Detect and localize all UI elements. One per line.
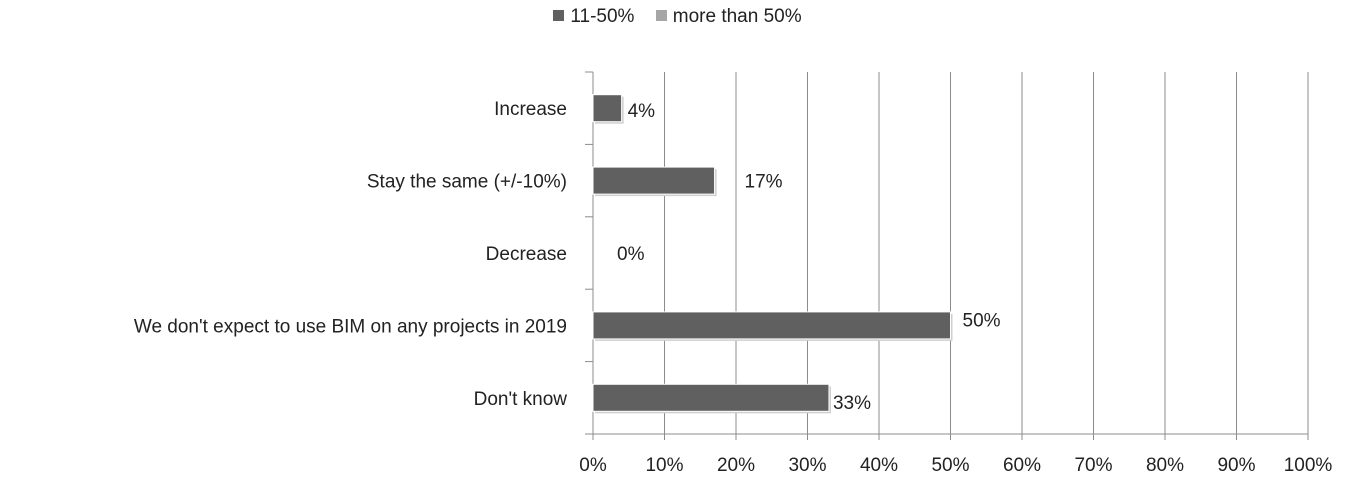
category-label: Decrease xyxy=(486,244,567,265)
x-tick-label: 50% xyxy=(931,455,969,476)
x-tick-label: 40% xyxy=(860,455,898,476)
legend: 11-50% more than 50% xyxy=(0,6,1355,28)
legend-label-series-1: 11-50% xyxy=(570,6,635,27)
category-label: Increase xyxy=(494,99,567,120)
x-tick-label: 10% xyxy=(645,455,683,476)
bar xyxy=(592,94,623,123)
data-label: 50% xyxy=(963,310,1001,331)
bar xyxy=(592,311,951,340)
x-tick-label: 100% xyxy=(1284,455,1333,476)
category-label: Stay the same (+/-10%) xyxy=(367,172,567,193)
bar xyxy=(592,383,830,412)
x-tick-label: 60% xyxy=(1003,455,1041,476)
x-tick-label: 0% xyxy=(579,455,607,476)
data-label: 17% xyxy=(745,172,783,193)
legend-item-series-1: 11-50% xyxy=(553,6,634,28)
data-label: 0% xyxy=(617,244,645,265)
data-label: 4% xyxy=(628,101,656,122)
legend-item-series-2: more than 50% xyxy=(655,6,802,28)
category-label: We don't expect to use BIM on any projec… xyxy=(134,316,567,337)
legend-swatch-series-1 xyxy=(553,10,565,21)
bar xyxy=(592,166,716,195)
category-label: Don't know xyxy=(474,389,568,410)
x-tick-label: 20% xyxy=(717,455,755,476)
x-tick-label: 70% xyxy=(1074,455,1112,476)
x-tick-label: 90% xyxy=(1217,455,1255,476)
data-label: 33% xyxy=(833,393,871,414)
x-tick-label: 80% xyxy=(1146,455,1184,476)
legend-label-series-2: more than 50% xyxy=(672,6,802,27)
legend-swatch-series-2 xyxy=(655,10,667,21)
x-tick-label: 30% xyxy=(788,455,826,476)
